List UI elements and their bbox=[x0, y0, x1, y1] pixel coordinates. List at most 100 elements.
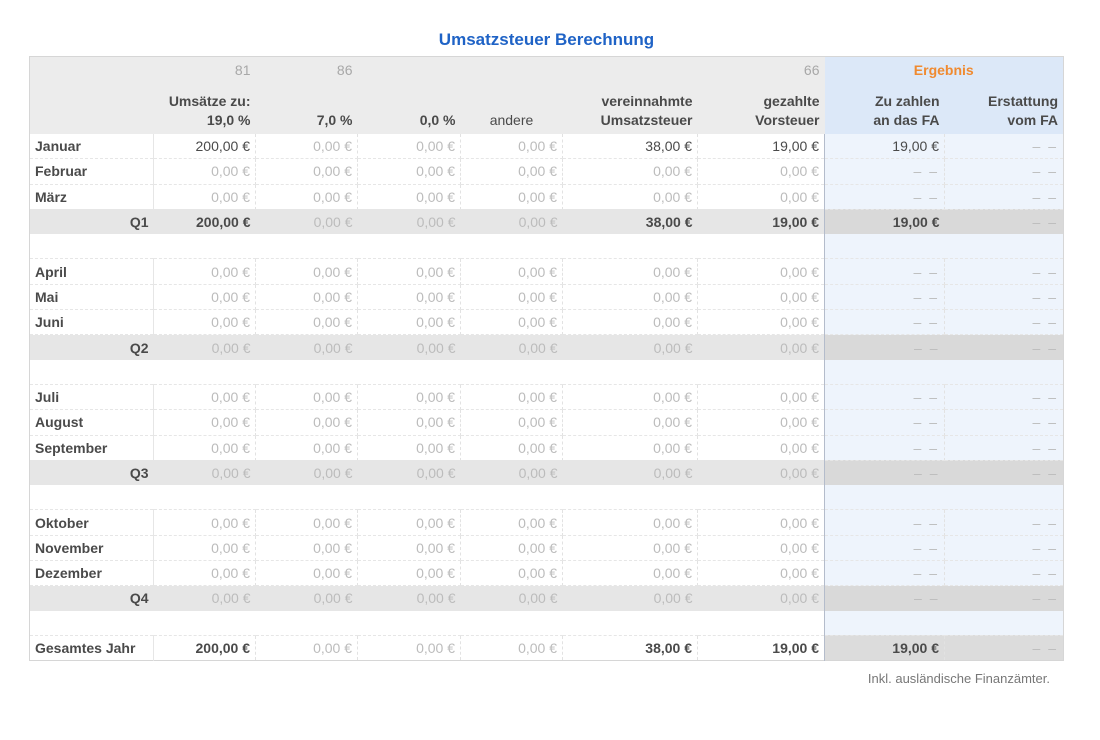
month-value-cell[interactable]: – – bbox=[824, 184, 945, 210]
quarter-total-cell: 0,00 € bbox=[460, 460, 563, 486]
month-value-cell[interactable]: – – bbox=[944, 384, 1064, 411]
month-value-cell[interactable]: – – bbox=[824, 284, 945, 311]
month-value-cell[interactable]: 0,00 € bbox=[255, 134, 358, 160]
month-value-cell[interactable]: – – bbox=[944, 309, 1064, 336]
month-value-cell[interactable]: 0,00 € bbox=[562, 509, 698, 536]
month-value-cell[interactable]: 0,00 € bbox=[255, 435, 358, 461]
month-label: September bbox=[29, 435, 154, 461]
month-value-cell[interactable]: 0,00 € bbox=[357, 134, 461, 160]
month-value-cell[interactable]: 0,00 € bbox=[153, 509, 256, 536]
month-value-cell[interactable]: 0,00 € bbox=[153, 384, 256, 411]
month-value-cell[interactable]: 0,00 € bbox=[255, 158, 358, 185]
month-value-cell[interactable]: – – bbox=[824, 258, 945, 285]
month-value-cell[interactable]: 0,00 € bbox=[153, 435, 256, 461]
month-value-cell[interactable]: 0,00 € bbox=[357, 284, 461, 311]
month-value-cell[interactable]: 0,00 € bbox=[562, 409, 698, 436]
month-value-cell[interactable]: 0,00 € bbox=[357, 535, 461, 562]
month-value-cell[interactable]: 0,00 € bbox=[697, 509, 825, 536]
month-value-cell[interactable]: 0,00 € bbox=[562, 158, 698, 185]
month-value-cell[interactable]: – – bbox=[944, 535, 1064, 562]
month-value-cell[interactable]: 0,00 € bbox=[697, 184, 825, 210]
month-value-cell[interactable]: 0,00 € bbox=[460, 535, 563, 562]
month-value-cell[interactable]: 0,00 € bbox=[460, 435, 563, 461]
month-value-cell[interactable]: 0,00 € bbox=[153, 409, 256, 436]
month-value-cell[interactable]: – – bbox=[824, 509, 945, 536]
month-value-cell[interactable]: 38,00 € bbox=[562, 134, 698, 160]
month-value-cell[interactable]: 0,00 € bbox=[357, 184, 461, 210]
month-value-cell[interactable]: 200,00 € bbox=[153, 134, 256, 160]
month-value-cell[interactable]: 0,00 € bbox=[357, 435, 461, 461]
month-value-cell[interactable]: 0,00 € bbox=[357, 384, 461, 411]
month-value-cell[interactable]: 0,00 € bbox=[255, 509, 358, 536]
month-value-cell[interactable]: – – bbox=[824, 384, 945, 411]
month-value-cell[interactable]: 0,00 € bbox=[357, 509, 461, 536]
month-value-cell[interactable]: 0,00 € bbox=[697, 258, 825, 285]
month-value-cell[interactable]: – – bbox=[944, 509, 1064, 536]
month-value-cell[interactable]: – – bbox=[824, 435, 945, 461]
month-value-cell[interactable]: – – bbox=[944, 184, 1064, 210]
month-value-cell[interactable]: 0,00 € bbox=[460, 284, 563, 311]
month-value-cell[interactable]: 0,00 € bbox=[562, 184, 698, 210]
month-value-cell[interactable]: 0,00 € bbox=[460, 409, 563, 436]
month-value-cell[interactable]: 0,00 € bbox=[255, 309, 358, 336]
month-value-cell[interactable]: 0,00 € bbox=[562, 435, 698, 461]
month-value-cell[interactable]: 0,00 € bbox=[460, 560, 563, 587]
month-value-cell[interactable]: 0,00 € bbox=[562, 535, 698, 562]
month-value-cell[interactable]: 0,00 € bbox=[697, 284, 825, 311]
month-value-cell[interactable]: 0,00 € bbox=[153, 158, 256, 185]
month-value-cell[interactable]: – – bbox=[944, 435, 1064, 461]
month-value-cell[interactable]: 0,00 € bbox=[357, 560, 461, 587]
month-value-cell[interactable]: – – bbox=[944, 134, 1064, 160]
month-value-cell[interactable]: – – bbox=[944, 560, 1064, 587]
month-value-cell[interactable]: 0,00 € bbox=[357, 258, 461, 285]
month-value-cell[interactable]: 0,00 € bbox=[697, 409, 825, 436]
month-value-cell[interactable]: 0,00 € bbox=[153, 535, 256, 562]
month-value-cell[interactable]: – – bbox=[824, 158, 945, 185]
month-value-cell[interactable]: 19,00 € bbox=[697, 134, 825, 160]
month-value-cell[interactable]: 0,00 € bbox=[255, 284, 358, 311]
spacer bbox=[944, 610, 1064, 636]
month-value-cell[interactable]: 0,00 € bbox=[697, 560, 825, 587]
month-value-cell[interactable]: 0,00 € bbox=[255, 409, 358, 436]
month-value-cell[interactable]: 0,00 € bbox=[255, 560, 358, 587]
month-value-cell[interactable]: – – bbox=[824, 409, 945, 436]
month-value-cell[interactable]: 0,00 € bbox=[562, 560, 698, 587]
month-value-cell[interactable]: 0,00 € bbox=[562, 284, 698, 311]
month-value-cell[interactable]: – – bbox=[824, 560, 945, 587]
month-value-cell[interactable]: – – bbox=[944, 258, 1064, 285]
month-value-cell[interactable]: 0,00 € bbox=[357, 158, 461, 185]
month-value-cell[interactable]: 0,00 € bbox=[697, 435, 825, 461]
month-value-cell[interactable]: 0,00 € bbox=[255, 535, 358, 562]
month-value-cell[interactable]: 19,00 € bbox=[824, 134, 945, 160]
month-value-cell[interactable]: – – bbox=[944, 409, 1064, 436]
month-value-cell[interactable]: 0,00 € bbox=[562, 309, 698, 336]
month-value-cell[interactable]: 0,00 € bbox=[255, 184, 358, 210]
month-value-cell[interactable]: 0,00 € bbox=[255, 258, 358, 285]
month-value-cell[interactable]: 0,00 € bbox=[562, 384, 698, 411]
month-value-cell[interactable]: 0,00 € bbox=[697, 384, 825, 411]
month-value-cell[interactable]: 0,00 € bbox=[153, 309, 256, 336]
quarter-total-cell: 0,00 € bbox=[357, 209, 461, 235]
month-value-cell[interactable]: 0,00 € bbox=[460, 309, 563, 336]
month-value-cell[interactable]: 0,00 € bbox=[357, 309, 461, 336]
month-value-cell[interactable]: 0,00 € bbox=[697, 309, 825, 336]
month-value-cell[interactable]: 0,00 € bbox=[460, 184, 563, 210]
month-value-cell[interactable]: 0,00 € bbox=[697, 535, 825, 562]
month-value-cell[interactable]: 0,00 € bbox=[460, 158, 563, 185]
month-value-cell[interactable]: 0,00 € bbox=[460, 134, 563, 160]
month-value-cell[interactable]: 0,00 € bbox=[357, 409, 461, 436]
month-value-cell[interactable]: 0,00 € bbox=[255, 384, 358, 411]
month-value-cell[interactable]: 0,00 € bbox=[697, 158, 825, 185]
month-value-cell[interactable]: 0,00 € bbox=[460, 258, 563, 285]
month-value-cell[interactable]: – – bbox=[944, 284, 1064, 311]
month-value-cell[interactable]: 0,00 € bbox=[153, 284, 256, 311]
month-value-cell[interactable]: – – bbox=[824, 535, 945, 562]
month-value-cell[interactable]: – – bbox=[824, 309, 945, 336]
month-value-cell[interactable]: 0,00 € bbox=[562, 258, 698, 285]
month-value-cell[interactable]: 0,00 € bbox=[153, 184, 256, 210]
month-value-cell[interactable]: 0,00 € bbox=[153, 258, 256, 285]
month-value-cell[interactable]: – – bbox=[944, 158, 1064, 185]
month-value-cell[interactable]: 0,00 € bbox=[153, 560, 256, 587]
month-value-cell[interactable]: 0,00 € bbox=[460, 509, 563, 536]
month-value-cell[interactable]: 0,00 € bbox=[460, 384, 563, 411]
